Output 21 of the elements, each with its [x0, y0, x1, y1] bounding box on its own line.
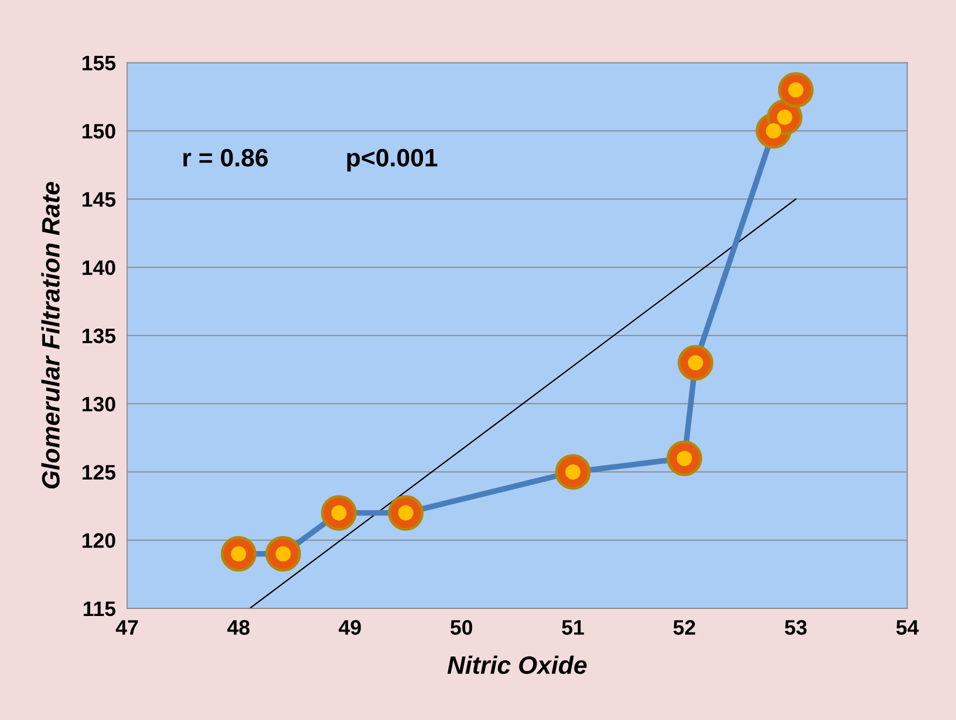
y-tick-label: 120	[82, 533, 116, 548]
x-tick-label: 54	[896, 620, 919, 635]
y-tick-label: 150	[82, 124, 116, 139]
y-axis-title: Glomerular Filtration Rate	[41, 182, 60, 488]
y-tick-label: 125	[82, 464, 116, 480]
x-tick-label: 51	[562, 620, 584, 635]
annotation: r = 0.86	[183, 148, 268, 167]
x-tick-label: 48	[227, 620, 250, 635]
y-tick-label: 140	[82, 260, 116, 276]
y-tick-label: 115	[84, 602, 116, 616]
y-tick-label: 145	[82, 192, 116, 207]
x-tick-label: 53	[784, 620, 807, 635]
x-tick-label: 49	[338, 620, 361, 635]
x-tick-label: 50	[450, 620, 472, 635]
y-tick-label: 155	[82, 56, 116, 70]
annotation: p<0.001	[347, 148, 438, 172]
x-tick-label: 52	[673, 620, 696, 635]
y-tick-label: 135	[82, 328, 116, 344]
x-tick-label: 47	[116, 620, 138, 635]
y-tick-label: 130	[82, 396, 116, 412]
x-axis-title: Nitric Oxide	[447, 656, 587, 674]
